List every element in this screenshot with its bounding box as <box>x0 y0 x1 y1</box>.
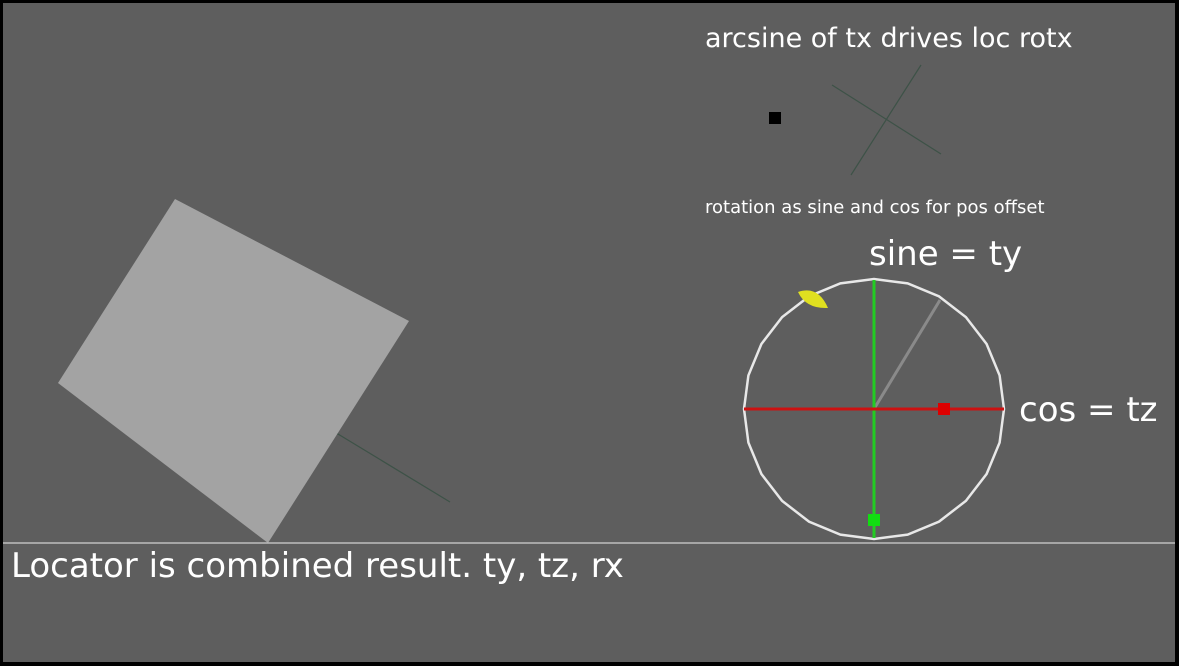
locator-cross-line-b <box>850 64 922 176</box>
cos-marker[interactable] <box>938 403 950 415</box>
sine-marker[interactable] <box>868 514 880 526</box>
scene-svg <box>3 64 1175 544</box>
sine-label: sine = ty <box>869 234 1023 274</box>
rotation-title: rotation as sine and cos for pos offset <box>705 197 1045 218</box>
tx-control-square[interactable] <box>769 112 781 124</box>
locator-offset-line <box>332 430 451 503</box>
arcsine-title: arcsine of tx drives loc rotx <box>705 23 1073 54</box>
locator-caption: Locator is combined result. ty, tz, rx <box>11 546 624 586</box>
angle-handle-icon[interactable] <box>798 290 828 309</box>
maya-viewport[interactable]: arcsine of tx drives loc rotx rotation a… <box>3 3 1175 662</box>
cos-label: cos = tz <box>1019 390 1158 430</box>
rotating-cube[interactable] <box>58 199 409 543</box>
angle-indicator-line <box>872 299 942 410</box>
